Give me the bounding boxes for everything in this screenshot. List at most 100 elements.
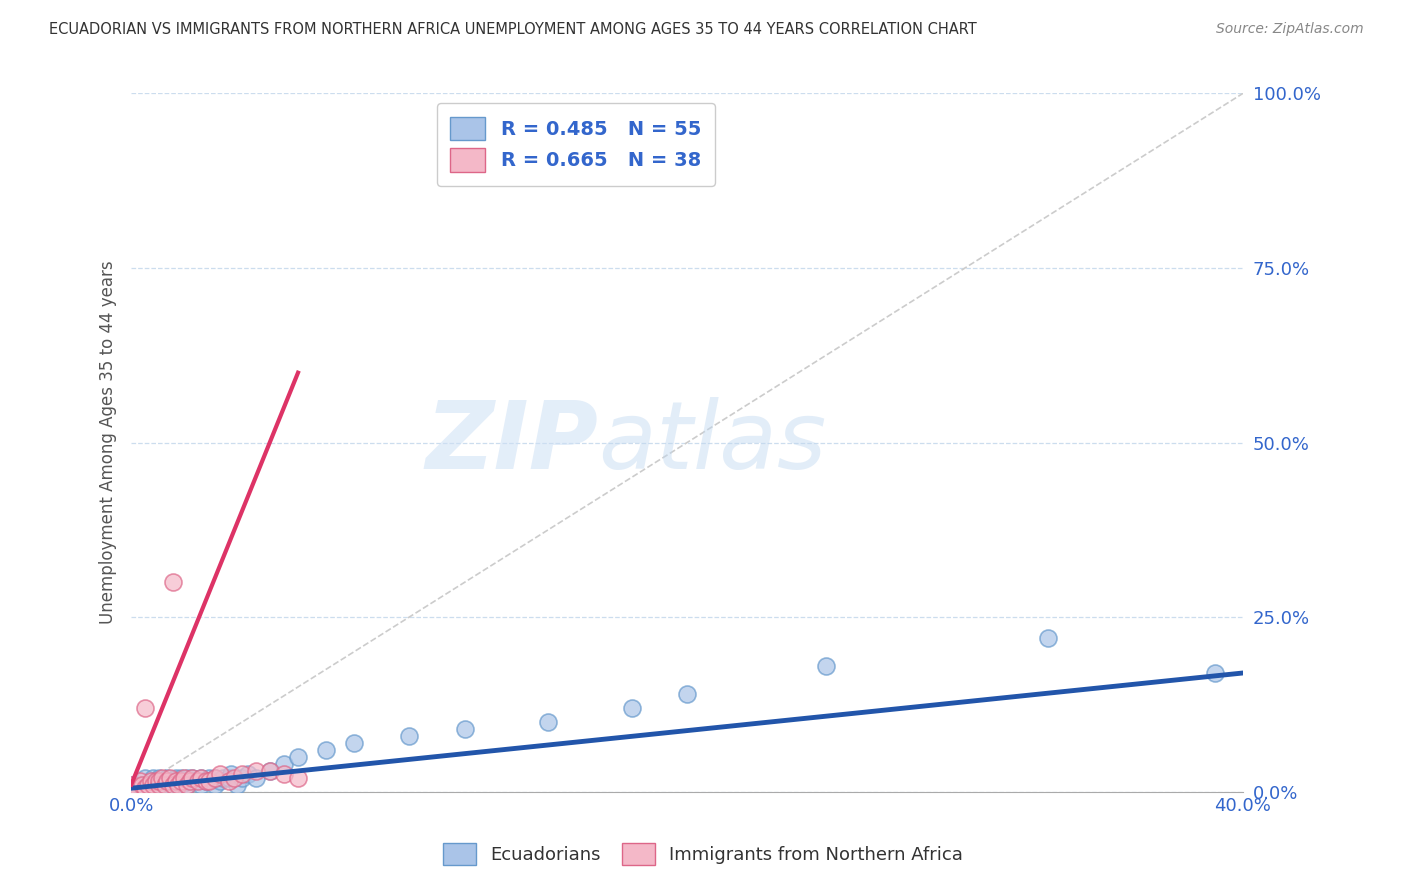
- Point: [145, 774, 167, 789]
- Point: [156, 774, 179, 789]
- Point: [181, 771, 204, 785]
- Y-axis label: Unemployment Among Ages 35 to 44 years: Unemployment Among Ages 35 to 44 years: [100, 260, 117, 624]
- Point: [209, 767, 232, 781]
- Point: [167, 778, 190, 792]
- Point: [245, 764, 267, 778]
- Point: [187, 774, 209, 789]
- Point: [181, 771, 204, 785]
- Point: [209, 774, 232, 789]
- Point: [170, 778, 193, 792]
- Point: [153, 778, 176, 792]
- Point: [236, 767, 259, 781]
- Point: [190, 778, 212, 792]
- Point: [212, 771, 235, 785]
- Point: [190, 771, 212, 785]
- Point: [142, 771, 165, 785]
- Point: [120, 778, 142, 792]
- Point: [170, 771, 193, 785]
- Point: [815, 659, 838, 673]
- Point: [221, 767, 243, 781]
- Point: [218, 771, 240, 785]
- Text: atlas: atlas: [598, 397, 827, 488]
- Point: [190, 771, 212, 785]
- Point: [145, 774, 167, 789]
- Point: [128, 774, 150, 789]
- Point: [142, 778, 165, 792]
- Point: [153, 778, 176, 792]
- Point: [1204, 665, 1226, 680]
- Point: [159, 771, 181, 785]
- Point: [620, 701, 643, 715]
- Point: [537, 714, 560, 729]
- Point: [204, 778, 226, 792]
- Point: [148, 774, 170, 789]
- Point: [184, 774, 207, 789]
- Text: ZIP: ZIP: [425, 397, 598, 489]
- Point: [139, 774, 162, 789]
- Point: [162, 575, 184, 590]
- Point: [134, 701, 156, 715]
- Point: [159, 778, 181, 792]
- Point: [454, 722, 477, 736]
- Point: [315, 743, 337, 757]
- Point: [179, 774, 201, 789]
- Point: [273, 767, 295, 781]
- Point: [148, 774, 170, 789]
- Point: [176, 778, 198, 792]
- Point: [259, 764, 281, 778]
- Point: [195, 774, 218, 789]
- Point: [142, 778, 165, 792]
- Legend: R = 0.485   N = 55, R = 0.665   N = 38: R = 0.485 N = 55, R = 0.665 N = 38: [437, 103, 716, 186]
- Point: [245, 771, 267, 785]
- Point: [162, 778, 184, 792]
- Point: [156, 771, 179, 785]
- Point: [134, 781, 156, 796]
- Point: [139, 781, 162, 796]
- Point: [173, 774, 195, 789]
- Point: [195, 774, 218, 789]
- Point: [1038, 631, 1060, 645]
- Point: [125, 781, 148, 796]
- Point: [398, 729, 420, 743]
- Point: [150, 771, 173, 785]
- Point: [131, 778, 153, 792]
- Point: [676, 687, 699, 701]
- Point: [222, 771, 245, 785]
- Point: [120, 778, 142, 792]
- Point: [173, 771, 195, 785]
- Point: [148, 771, 170, 785]
- Point: [156, 774, 179, 789]
- Point: [167, 778, 190, 792]
- Point: [134, 771, 156, 785]
- Point: [176, 771, 198, 785]
- Point: [148, 778, 170, 792]
- Point: [273, 756, 295, 771]
- Point: [198, 774, 221, 789]
- Point: [259, 764, 281, 778]
- Legend: Ecuadorians, Immigrants from Northern Africa: Ecuadorians, Immigrants from Northern Af…: [434, 834, 972, 874]
- Point: [231, 771, 253, 785]
- Point: [198, 771, 221, 785]
- Point: [162, 778, 184, 792]
- Point: [170, 774, 193, 789]
- Point: [165, 771, 187, 785]
- Point: [134, 778, 156, 792]
- Point: [162, 774, 184, 789]
- Point: [148, 778, 170, 792]
- Point: [342, 736, 364, 750]
- Point: [125, 781, 148, 796]
- Point: [179, 774, 201, 789]
- Point: [287, 771, 309, 785]
- Text: ECUADORIAN VS IMMIGRANTS FROM NORTHERN AFRICA UNEMPLOYMENT AMONG AGES 35 TO 44 Y: ECUADORIAN VS IMMIGRANTS FROM NORTHERN A…: [49, 22, 977, 37]
- Point: [231, 767, 253, 781]
- Point: [176, 778, 198, 792]
- Point: [204, 771, 226, 785]
- Point: [204, 771, 226, 785]
- Point: [128, 778, 150, 792]
- Point: [287, 749, 309, 764]
- Point: [165, 774, 187, 789]
- Point: [218, 774, 240, 789]
- Point: [225, 778, 247, 792]
- Point: [136, 778, 159, 792]
- Text: Source: ZipAtlas.com: Source: ZipAtlas.com: [1216, 22, 1364, 37]
